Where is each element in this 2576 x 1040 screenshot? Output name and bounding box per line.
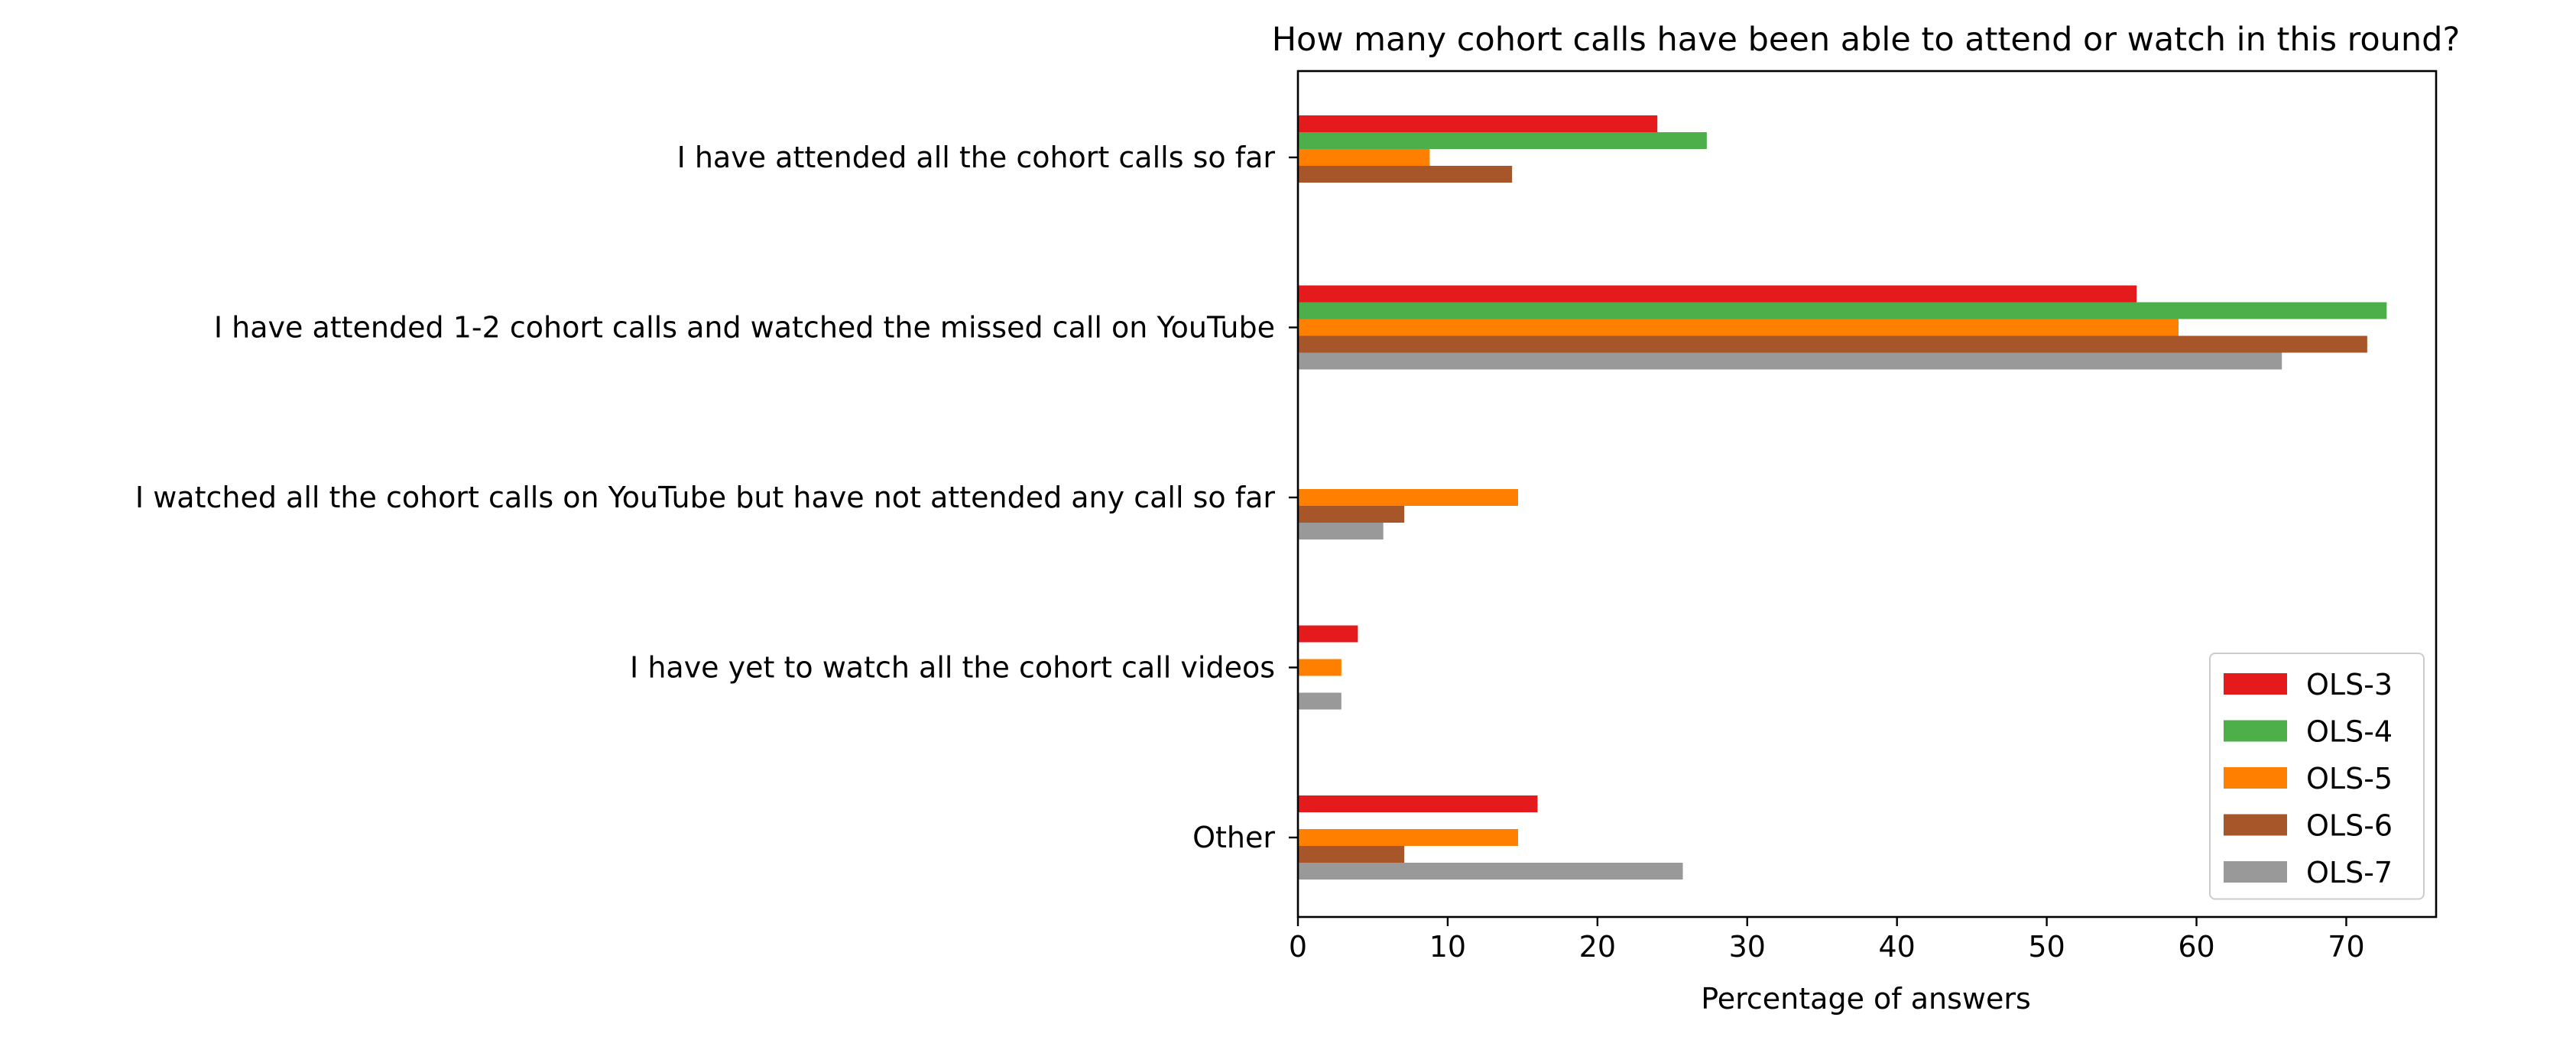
bar-ols-6-cat-5 xyxy=(1298,846,1405,863)
bar-ols-5-cat-3 xyxy=(1298,489,1519,506)
bar-ols-4-cat-1 xyxy=(1298,132,1707,149)
x-tick-label: 20 xyxy=(1579,930,1616,964)
bars-layer xyxy=(1298,115,2387,880)
legend-swatch-ols-6 xyxy=(2224,814,2287,836)
bar-ols-6-cat-2 xyxy=(1298,335,2367,353)
legend-swatch-ols-7 xyxy=(2224,861,2287,883)
bar-ols-3-cat-5 xyxy=(1298,795,1538,812)
x-axis-label: Percentage of answers xyxy=(1701,982,2031,1016)
legend-label-ols-6: OLS-6 xyxy=(2306,809,2393,843)
x-tick-label: 30 xyxy=(1729,930,1766,964)
x-tick-label: 70 xyxy=(2328,930,2364,964)
bar-ols-7-cat-2 xyxy=(1298,352,2282,370)
x-tick-label: 10 xyxy=(1429,930,1466,964)
y-tick-label: I have yet to watch all the cohort call … xyxy=(630,651,1275,685)
bar-ols-5-cat-4 xyxy=(1298,659,1342,676)
y-tick-label: I have attended all the cohort calls so … xyxy=(677,141,1276,174)
x-tick-label: 60 xyxy=(2178,930,2214,964)
plot-frame xyxy=(1296,70,2438,919)
legend-label-ols-7: OLS-7 xyxy=(2306,856,2393,889)
legend-frame xyxy=(2209,653,2425,900)
bar-ols-7-cat-3 xyxy=(1298,523,1384,539)
chart-title: How many cohort calls have been able to … xyxy=(1272,21,2461,59)
legend: OLS-3 OLS-4 OLS-5 OLS-6 OLS-7 xyxy=(2209,653,2425,900)
x-tick-label: 40 xyxy=(1879,930,1916,964)
bar-ols-3-cat-4 xyxy=(1298,625,1358,643)
bar-ols-7-cat-5 xyxy=(1298,863,1683,880)
x-tick-label: 0 xyxy=(1289,930,1307,964)
legend-swatch-ols-3 xyxy=(2224,673,2287,695)
y-axis: I have attended all the cohort calls so … xyxy=(135,141,1298,854)
bar-ols-3-cat-1 xyxy=(1298,115,1658,132)
y-tick-label: I watched all the cohort calls on YouTub… xyxy=(135,481,1275,514)
bar-ols-3-cat-2 xyxy=(1298,285,2137,303)
bar-ols-5-cat-1 xyxy=(1298,149,1430,166)
bar-ols-4-cat-2 xyxy=(1298,302,2387,319)
legend-swatch-ols-5 xyxy=(2224,767,2287,789)
x-tick-label: 50 xyxy=(2028,930,2065,964)
legend-swatch-ols-4 xyxy=(2224,720,2287,742)
y-tick-label: I have attended 1-2 cohort calls and wat… xyxy=(214,311,1275,345)
x-axis: 0 10 20 30 40 50 60 70 xyxy=(1289,917,2365,964)
legend-label-ols-3: OLS-3 xyxy=(2306,668,2393,701)
y-tick-label: Other xyxy=(1192,821,1275,854)
bar-ols-6-cat-3 xyxy=(1298,506,1405,523)
bar-ols-7-cat-4 xyxy=(1298,692,1342,710)
legend-label-ols-4: OLS-4 xyxy=(2306,715,2393,749)
bar-ols-6-cat-1 xyxy=(1298,166,1513,183)
bar-ols-5-cat-5 xyxy=(1298,829,1519,846)
bar-ols-5-cat-2 xyxy=(1298,319,2179,336)
legend-label-ols-5: OLS-5 xyxy=(2306,762,2393,795)
